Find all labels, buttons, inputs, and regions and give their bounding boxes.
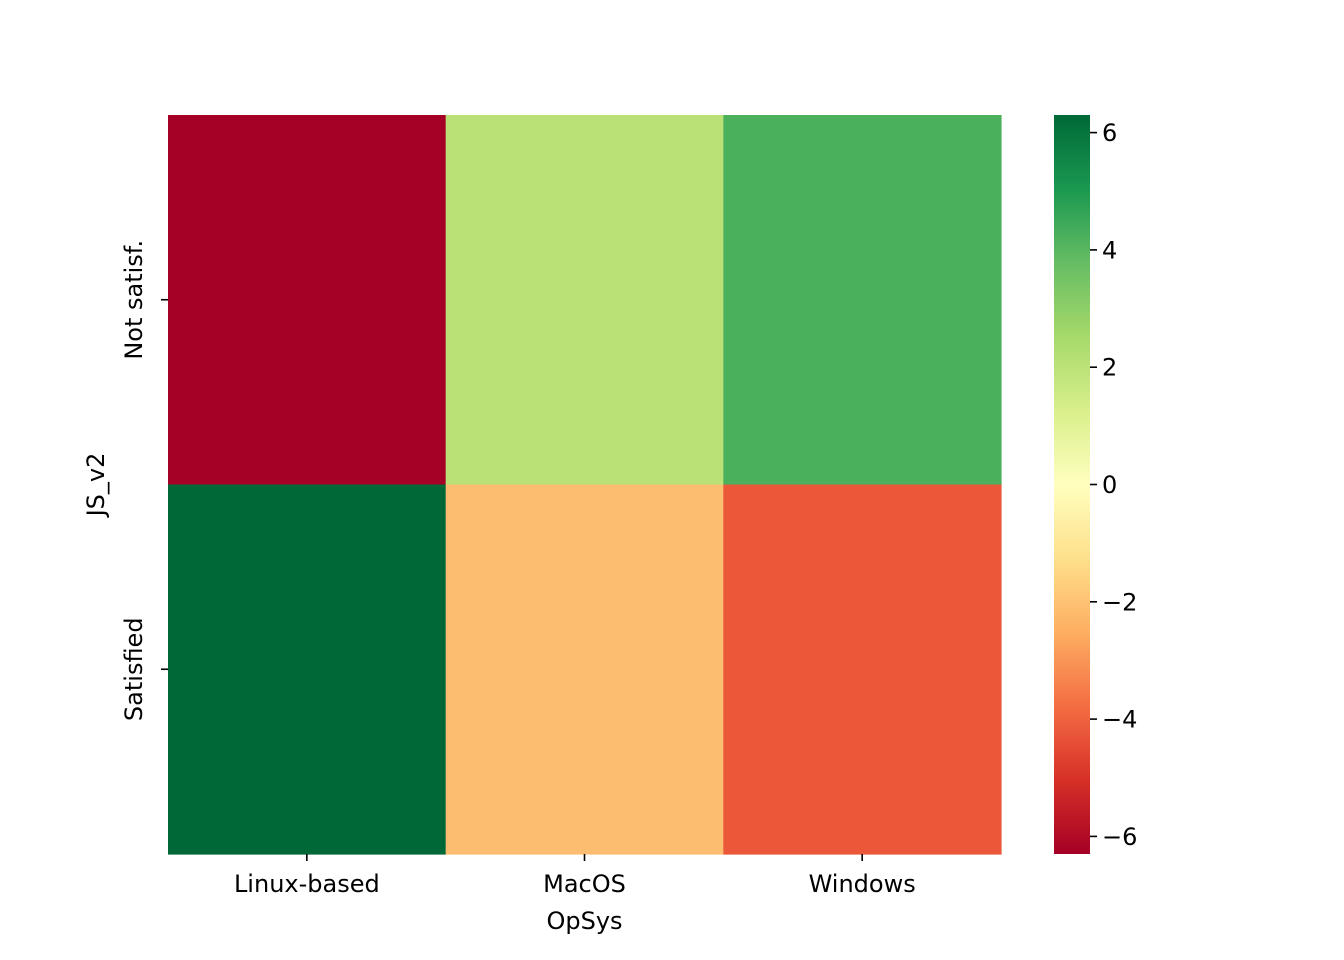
- colorbar-ticks: 6 4 2 0 −2 −4 −6: [1090, 119, 1137, 851]
- colorbar: [1054, 115, 1090, 854]
- y-axis-ticks: Not satisf. Satisfied: [120, 240, 168, 721]
- colorbar-tick-label: 6: [1102, 119, 1117, 147]
- colorbar-tick-label: −6: [1102, 823, 1137, 851]
- x-axis-ticks: Linux-based MacOS Windows: [234, 854, 916, 898]
- heatmap-cell-satisfied-linux-based: [168, 484, 447, 855]
- colorbar-tick-label: 4: [1102, 236, 1117, 264]
- colorbar-tick-label: −2: [1102, 588, 1137, 616]
- heatmap-cell-not-satisf-macos: [445, 115, 724, 486]
- heatmap-cell-satisfied-macos: [445, 484, 724, 855]
- colorbar-tick-label: 2: [1102, 354, 1117, 382]
- heatmap-cell-satisfied-windows: [723, 484, 1002, 855]
- x-axis-title: OpSys: [546, 907, 622, 935]
- heatmap-cell-not-satisf-linux-based: [168, 115, 447, 486]
- x-tick-label-windows: Windows: [809, 870, 916, 898]
- y-tick-label-not-satisf: Not satisf.: [120, 240, 148, 360]
- heatmap-cells: [168, 115, 1002, 855]
- y-tick-label-satisfied: Satisfied: [120, 617, 148, 721]
- x-tick-label-macos: MacOS: [543, 870, 626, 898]
- colorbar-tick-label: −4: [1102, 706, 1137, 734]
- x-tick-label-linux-based: Linux-based: [234, 870, 380, 898]
- colorbar-tick-label: 0: [1102, 471, 1117, 499]
- heatmap-cell-not-satisf-windows: [723, 115, 1002, 486]
- y-axis-title: JS_v2: [82, 453, 110, 519]
